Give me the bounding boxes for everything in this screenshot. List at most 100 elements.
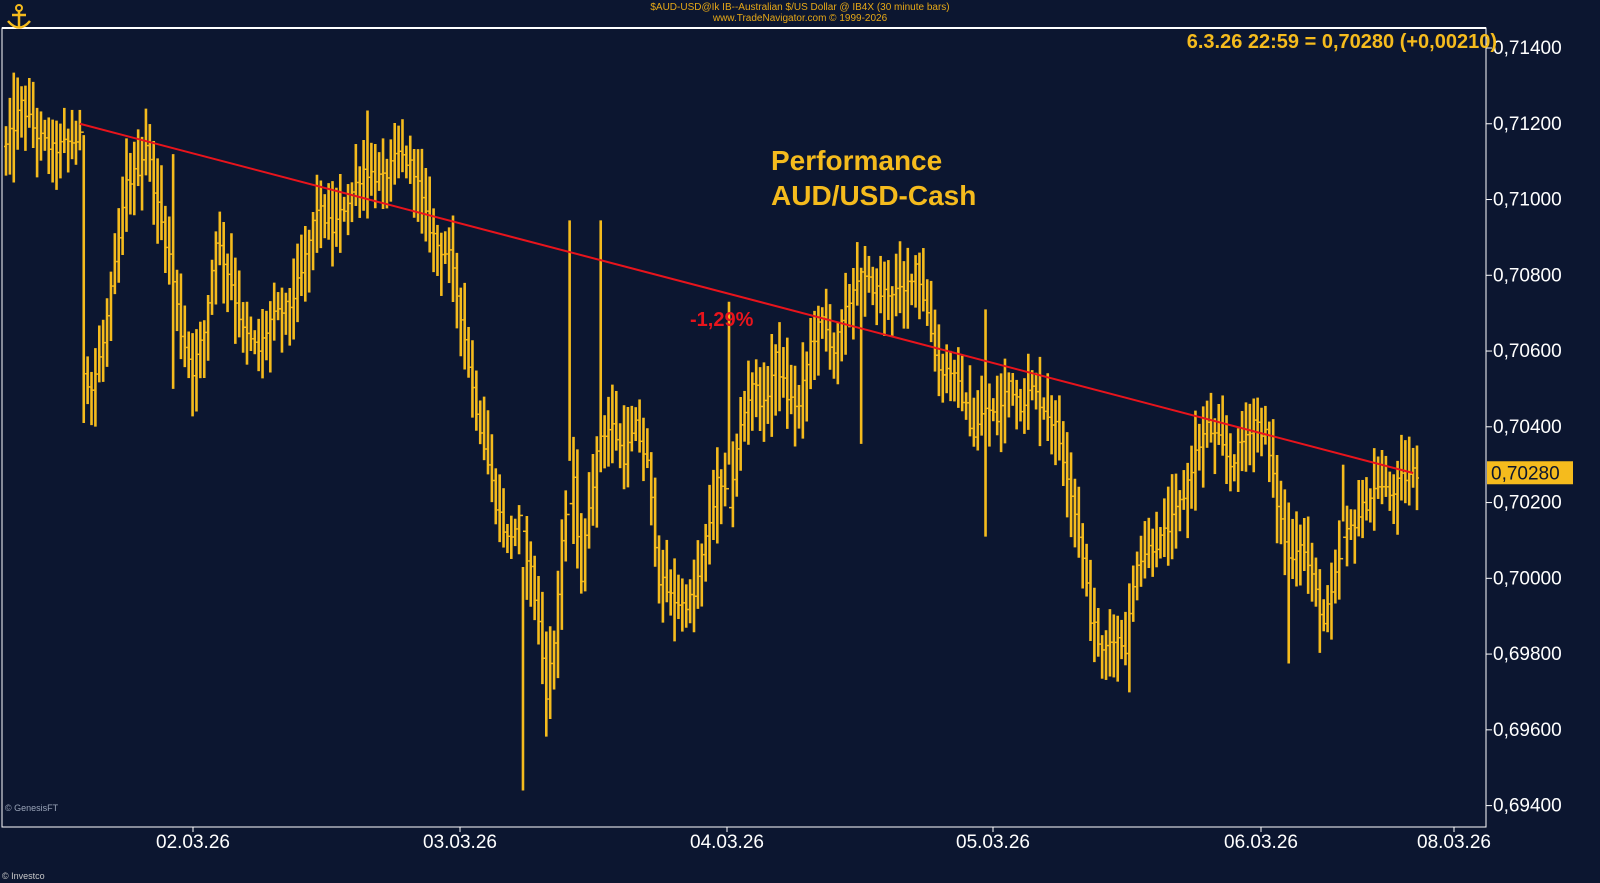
ohlc-bar bbox=[851, 268, 856, 340]
ohlc-bar bbox=[524, 516, 529, 600]
ohlc-bar bbox=[754, 359, 759, 418]
ohlc-bar bbox=[653, 477, 658, 567]
ohlc-bar bbox=[1057, 395, 1062, 461]
ohlc-bar bbox=[1290, 518, 1295, 579]
ohlc-bar bbox=[509, 515, 514, 559]
ohlc-bar bbox=[789, 364, 794, 415]
ohlc-bar bbox=[1139, 535, 1144, 587]
ohlc-bar bbox=[855, 242, 860, 306]
ohlc-bar bbox=[171, 154, 176, 389]
ohlc-bar bbox=[365, 110, 370, 219]
ohlc-bar bbox=[392, 122, 397, 185]
ohlc-bar bbox=[1267, 421, 1272, 483]
ohlc-bar bbox=[948, 350, 953, 402]
ohlc-bar bbox=[178, 273, 183, 360]
ohlc-bar bbox=[1096, 607, 1101, 657]
ohlc-bar bbox=[707, 484, 712, 565]
ohlc-bar bbox=[478, 400, 483, 445]
trend-annotation: -1,29% bbox=[690, 309, 754, 331]
ohlc-bar bbox=[641, 417, 646, 482]
ohlc-bar bbox=[890, 286, 895, 337]
ohlc-bar bbox=[1123, 611, 1128, 666]
y-tick-label: 0,69600 bbox=[1493, 720, 1562, 741]
ohlc-bar bbox=[598, 220, 603, 473]
ohlc-bar bbox=[1022, 378, 1027, 434]
ohlc-bar bbox=[419, 148, 424, 234]
ohlc-bar bbox=[291, 258, 296, 340]
last-price-label: 0,70280 bbox=[1491, 463, 1560, 484]
ohlc-bar bbox=[120, 176, 125, 256]
ohlc-bar bbox=[820, 307, 825, 339]
ohlc-bar bbox=[660, 549, 665, 623]
ohlc-bar bbox=[1193, 410, 1198, 511]
ohlc-bar bbox=[1243, 402, 1248, 472]
y-tick-label: 0,70600 bbox=[1493, 341, 1562, 362]
ohlc-bar bbox=[800, 342, 805, 439]
ohlc-bar bbox=[1107, 609, 1112, 677]
ohlc-bar bbox=[1216, 404, 1221, 445]
ohlc-bar bbox=[295, 243, 300, 323]
ohlc-bar bbox=[1154, 511, 1159, 568]
ohlc-bar bbox=[1010, 373, 1015, 406]
ohlc-bar bbox=[384, 158, 389, 209]
ohlc-bar bbox=[1076, 486, 1081, 558]
ohlc-bar bbox=[882, 261, 887, 336]
ohlc-bar bbox=[1278, 480, 1283, 545]
ohlc-bar bbox=[1220, 395, 1225, 456]
ohlc-bar bbox=[101, 319, 106, 382]
ohlc-bar bbox=[1356, 480, 1361, 537]
ohlc-bar bbox=[501, 488, 506, 548]
anchor-logo-icon bbox=[7, 4, 31, 29]
ohlc-bar bbox=[458, 287, 463, 357]
ohlc-bar bbox=[723, 452, 728, 507]
ohlc-bar bbox=[225, 253, 230, 313]
ohlc-bar bbox=[1352, 509, 1357, 564]
ohlc-bar bbox=[964, 392, 969, 420]
ohlc-bar bbox=[1317, 569, 1322, 653]
ohlc-bar bbox=[625, 407, 630, 488]
x-axis: 02.03.26 03.03.26 04.03.26 05.03.26 06.03.26… bbox=[156, 827, 1491, 853]
ohlc-bar bbox=[668, 569, 673, 616]
ohlc-bar bbox=[1170, 474, 1175, 560]
ohlc-bar bbox=[93, 348, 98, 427]
ohlc-bar bbox=[870, 266, 875, 306]
ohlc-bar bbox=[66, 128, 71, 173]
x-tick-label: 03.03.26 bbox=[423, 832, 497, 853]
ohlc-bar bbox=[1100, 635, 1105, 679]
ohlc-bar bbox=[307, 229, 312, 293]
ohlc-bar bbox=[272, 282, 277, 341]
ohlc-bar bbox=[1080, 523, 1085, 589]
ohlc-bar bbox=[602, 415, 607, 469]
ohlc-bar bbox=[1348, 509, 1353, 540]
ohlc-bar bbox=[264, 310, 269, 361]
ohlc-bar bbox=[703, 523, 708, 582]
ohlc-bar bbox=[1310, 542, 1315, 602]
ohlc-bar bbox=[11, 72, 16, 183]
ohlc-bar bbox=[758, 367, 763, 431]
x-tick-label: 06.03.26 bbox=[1224, 832, 1298, 853]
ohlc-bar bbox=[1115, 615, 1120, 682]
ohlc-bar bbox=[314, 174, 319, 253]
ohlc-bar bbox=[151, 140, 156, 225]
footer-credit: © Investco bbox=[2, 871, 45, 881]
ohlc-bar bbox=[967, 365, 972, 437]
ohlc-bar bbox=[839, 309, 844, 362]
ohlc-bar bbox=[649, 452, 654, 526]
ohlc-bar bbox=[835, 322, 840, 385]
ohlc-bar bbox=[1002, 358, 1007, 444]
ohlc-bar bbox=[1135, 551, 1140, 601]
ohlc-bar bbox=[987, 383, 992, 447]
ohlc-bar bbox=[583, 518, 588, 592]
ohlc-bar bbox=[726, 301, 731, 509]
ohlc-bar bbox=[843, 272, 848, 355]
ohlc-bar bbox=[217, 211, 222, 266]
ohlc-bar bbox=[1236, 428, 1241, 492]
ohlc-bar bbox=[793, 365, 798, 447]
ohlc-bar bbox=[186, 331, 191, 379]
ohlc-bar bbox=[1294, 511, 1299, 587]
ohlc-bar bbox=[443, 231, 448, 264]
ohlc-bar bbox=[1321, 599, 1326, 632]
ohlc-bar bbox=[23, 85, 28, 151]
ohlc-bar bbox=[777, 322, 782, 412]
ohlc-bar bbox=[1177, 490, 1182, 532]
